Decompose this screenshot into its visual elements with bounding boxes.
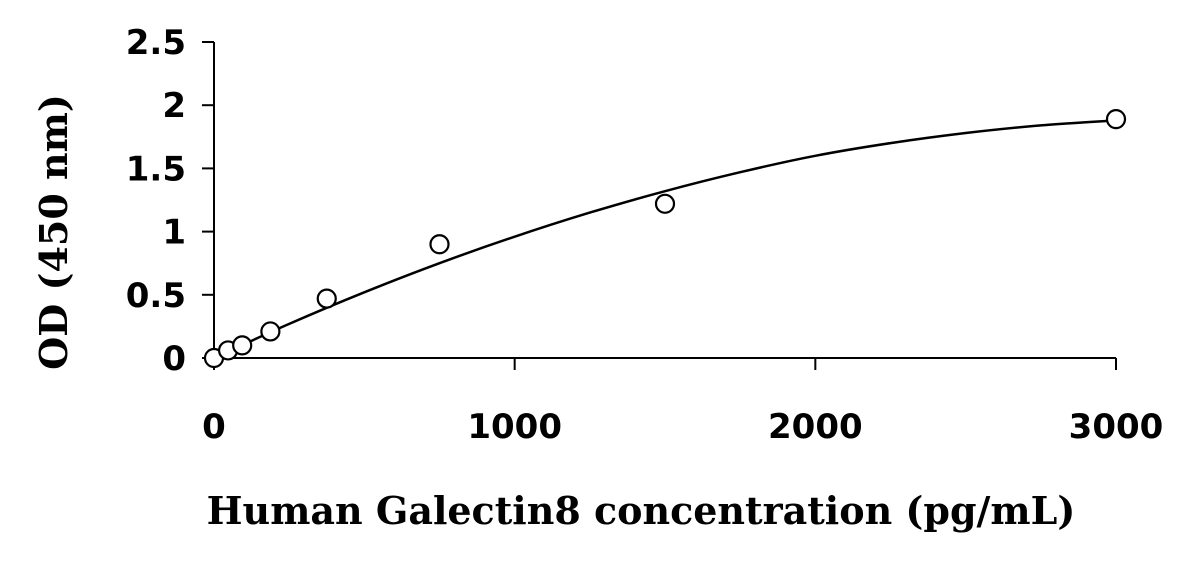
- data-point: [316, 288, 337, 309]
- fit-curve: [213, 119, 1117, 360]
- y-tick-label: 2.5: [126, 23, 186, 63]
- y-tick-label: 1.5: [126, 149, 186, 189]
- data-point: [429, 234, 450, 255]
- y-tick-label: 0.5: [126, 276, 186, 316]
- data-point: [232, 335, 253, 356]
- data-point: [260, 321, 281, 342]
- x-tick-label: 2000: [768, 407, 863, 447]
- x-tick-label: 1000: [467, 407, 562, 447]
- y-tick-label: 0: [162, 339, 186, 379]
- data-point: [654, 193, 676, 214]
- x-tick-label: 0: [202, 407, 226, 447]
- x-tick-label: 3000: [1069, 407, 1164, 447]
- y-tick-label: 2: [162, 86, 186, 126]
- axes: [213, 42, 1116, 359]
- data-points: [203, 109, 1127, 369]
- x-axis-title: Human Galectin8 concentration (pg/mL): [207, 488, 1076, 533]
- data-point: [1105, 109, 1127, 130]
- y-axis-ticks: 0 0.5 1 1.5 2 2.5: [126, 23, 214, 379]
- y-axis-title: OD (450 nm): [31, 94, 76, 370]
- fit-curve-group: [213, 119, 1117, 360]
- x-axis-ticks: 0 1000 2000 3000: [202, 358, 1163, 447]
- y-tick-label: 1: [162, 213, 186, 253]
